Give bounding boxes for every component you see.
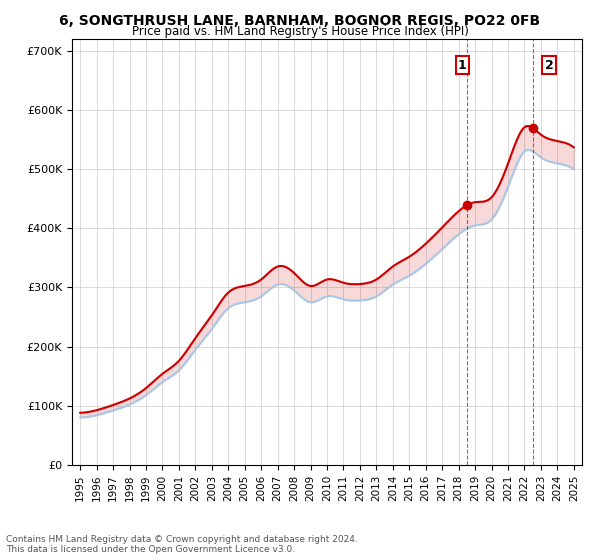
Text: 2: 2: [545, 59, 553, 72]
Text: Contains HM Land Registry data © Crown copyright and database right 2024.
This d: Contains HM Land Registry data © Crown c…: [6, 535, 358, 554]
Text: Price paid vs. HM Land Registry's House Price Index (HPI): Price paid vs. HM Land Registry's House …: [131, 25, 469, 38]
Text: 1: 1: [458, 59, 467, 72]
Text: 6, SONGTHRUSH LANE, BARNHAM, BOGNOR REGIS, PO22 0FB: 6, SONGTHRUSH LANE, BARNHAM, BOGNOR REGI…: [59, 14, 541, 28]
